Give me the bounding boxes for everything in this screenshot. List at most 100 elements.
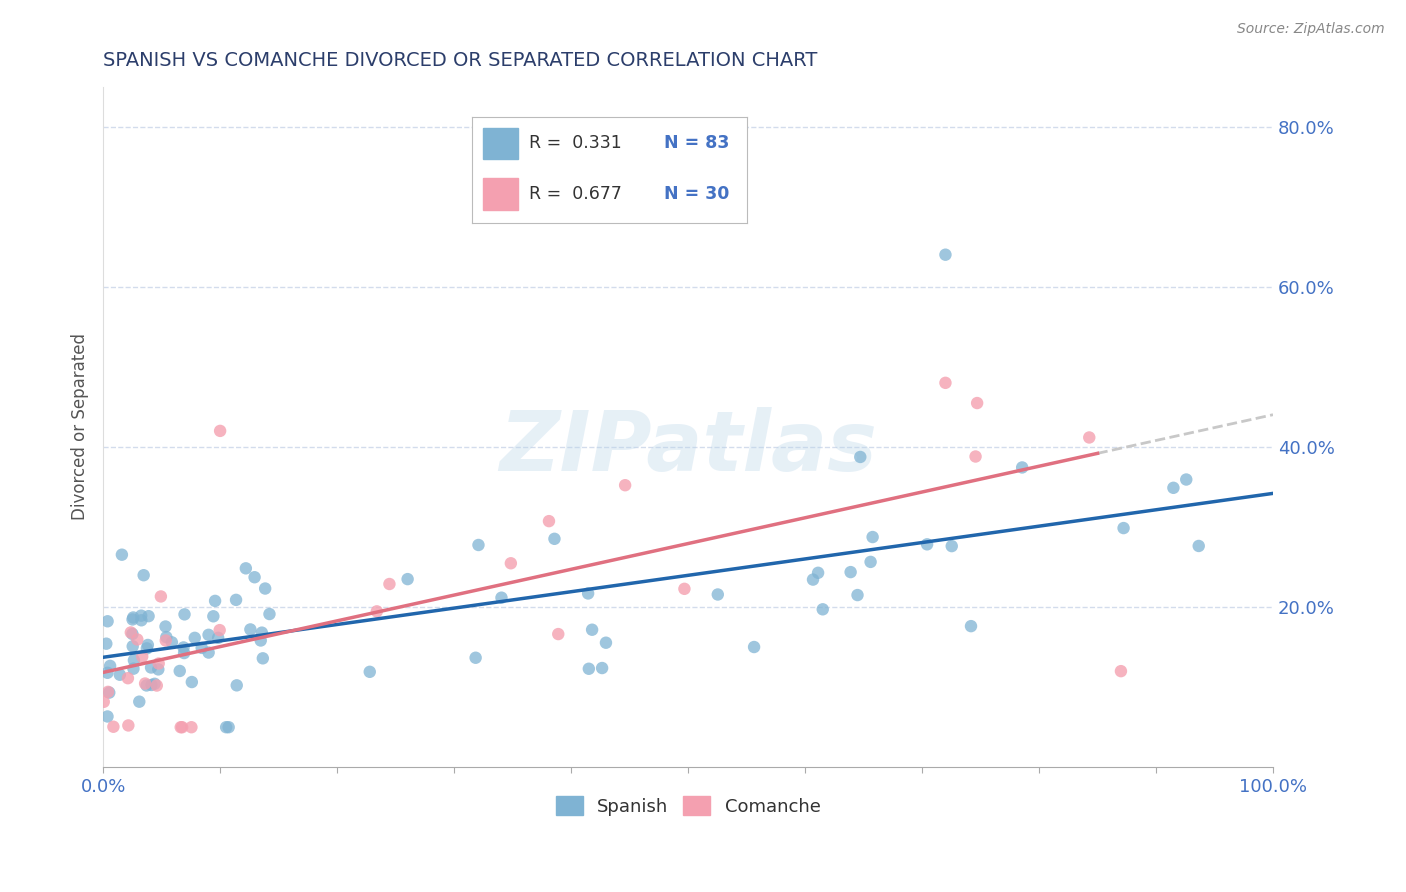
Point <box>139 660 162 674</box>
Point <box>121 640 143 654</box>
Point <box>859 555 882 569</box>
Point <box>960 619 983 633</box>
Point <box>97 614 120 628</box>
Point <box>122 662 145 676</box>
Point <box>934 248 956 262</box>
Point <box>120 625 142 640</box>
Point <box>846 588 869 602</box>
Point <box>117 718 139 732</box>
Point <box>934 376 956 390</box>
Point <box>543 532 565 546</box>
Legend: Spanish, Comanche: Spanish, Comanche <box>548 789 828 823</box>
Point <box>135 678 157 692</box>
Point <box>467 538 489 552</box>
Point <box>614 478 637 492</box>
Point <box>173 640 195 655</box>
Point <box>96 665 118 680</box>
Text: SPANISH VS COMANCHE DIVORCED OR SEPARATED CORRELATION CHART: SPANISH VS COMANCHE DIVORCED OR SEPARATE… <box>103 51 817 70</box>
Point <box>250 625 273 640</box>
Point <box>807 566 830 580</box>
Text: Source: ZipAtlas.com: Source: ZipAtlas.com <box>1237 22 1385 37</box>
Point <box>578 662 600 676</box>
Point <box>1112 521 1135 535</box>
Point <box>1163 481 1185 495</box>
Point <box>108 667 131 681</box>
Point <box>1188 539 1211 553</box>
Point <box>98 685 121 699</box>
Point <box>96 709 118 723</box>
Point <box>148 657 170 671</box>
Point <box>197 628 219 642</box>
Point <box>93 695 115 709</box>
Point <box>254 582 277 596</box>
Point <box>129 608 152 623</box>
Point <box>1109 664 1132 678</box>
Point <box>1078 430 1101 444</box>
Point <box>225 592 247 607</box>
Point <box>146 679 169 693</box>
Point <box>184 631 207 645</box>
Point <box>259 607 281 621</box>
Point <box>98 658 121 673</box>
Point <box>499 556 522 570</box>
Point <box>209 424 232 438</box>
Point <box>173 646 195 660</box>
Point <box>148 662 170 676</box>
Point <box>243 570 266 584</box>
Point <box>127 632 149 647</box>
Point <box>491 591 513 605</box>
Point <box>742 640 765 654</box>
Point <box>96 637 118 651</box>
Point <box>131 613 153 627</box>
Point <box>122 653 145 667</box>
Point <box>149 590 172 604</box>
Point <box>155 633 177 648</box>
Point <box>595 636 617 650</box>
Point <box>915 537 938 551</box>
Point <box>180 675 202 690</box>
Point <box>143 677 166 691</box>
Point <box>172 720 194 734</box>
Point <box>1175 473 1198 487</box>
Point <box>239 623 262 637</box>
Point <box>170 720 193 734</box>
Point <box>537 514 560 528</box>
Point <box>801 573 824 587</box>
Point <box>117 671 139 685</box>
Point <box>173 607 195 622</box>
Point <box>155 619 177 633</box>
Point <box>197 646 219 660</box>
Point <box>135 641 157 656</box>
Point <box>225 678 247 692</box>
Point <box>134 676 156 690</box>
Point <box>103 720 125 734</box>
Point <box>111 548 134 562</box>
Point <box>121 627 143 641</box>
Point <box>155 630 177 644</box>
Y-axis label: Divorced or Separated: Divorced or Separated <box>72 334 89 520</box>
Point <box>97 685 120 699</box>
Point <box>136 638 159 652</box>
Point <box>180 720 202 734</box>
Point <box>215 720 238 734</box>
Point <box>132 568 155 582</box>
Point <box>547 627 569 641</box>
Point <box>965 450 987 464</box>
Point <box>464 650 486 665</box>
Point <box>138 609 160 624</box>
Point <box>378 577 401 591</box>
Point <box>122 610 145 624</box>
Point <box>396 572 419 586</box>
Point <box>581 623 603 637</box>
Point <box>366 604 388 618</box>
Point <box>966 396 988 410</box>
Text: ZIPatlas: ZIPatlas <box>499 407 877 488</box>
Point <box>207 631 229 645</box>
Point <box>121 612 143 626</box>
Point <box>235 561 257 575</box>
Point <box>131 649 153 664</box>
Point <box>673 582 696 596</box>
Point <box>202 609 225 624</box>
Point <box>249 633 271 648</box>
Point <box>862 530 884 544</box>
